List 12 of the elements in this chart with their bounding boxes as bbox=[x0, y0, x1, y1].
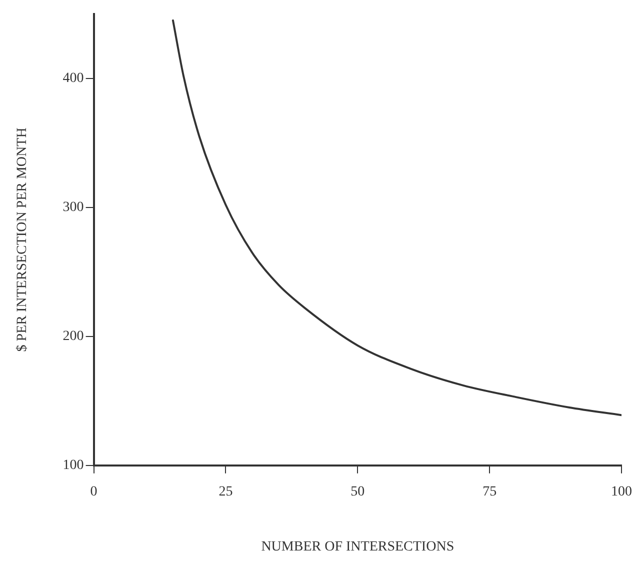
x-axis-title: NUMBER OF INTERSECTIONS bbox=[261, 539, 454, 554]
y-tick-label: 400 bbox=[62, 71, 84, 86]
x-tick-label: 25 bbox=[218, 484, 233, 500]
y-tick-label: 200 bbox=[62, 329, 84, 344]
y-axis-title: $ PER INTERSECTION PER MONTH bbox=[15, 128, 30, 352]
y-tick-label: 300 bbox=[62, 200, 84, 216]
x-tick-label: 75 bbox=[482, 484, 497, 500]
x-tick-label: 50 bbox=[350, 484, 365, 500]
x-tick-label: 100 bbox=[611, 484, 632, 500]
line-series bbox=[172, 19, 622, 416]
x-tick-label: 0 bbox=[90, 484, 98, 500]
y-tick-label: 100 bbox=[62, 458, 84, 474]
